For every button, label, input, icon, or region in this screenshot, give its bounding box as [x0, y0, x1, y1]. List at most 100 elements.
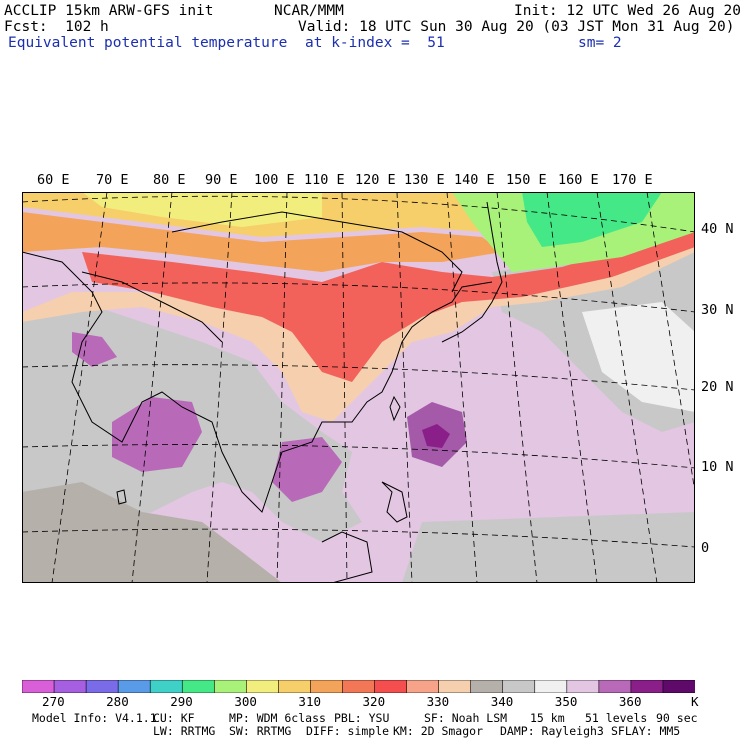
colorbar-swatch: [598, 680, 632, 693]
colorbar-swatch: [470, 680, 504, 693]
colorbar-swatch: [662, 680, 695, 693]
light-gray-region: [582, 302, 695, 412]
lon-line-100e: [276, 192, 288, 583]
coastline-sri-lanka: [116, 489, 127, 505]
colorbar-tick-label: 330: [426, 694, 450, 709]
footer-timestep: 90 sec: [656, 711, 698, 725]
footer-lw: LW: RRTMG: [153, 724, 216, 738]
colorbar-swatch: [630, 680, 664, 693]
lon-line-90e: [206, 192, 233, 583]
lat-line-30n: [22, 282, 695, 313]
lat-label-30n: 30 N: [701, 302, 734, 318]
colorbar-swatch: [117, 680, 151, 693]
orange-band: [22, 212, 502, 272]
lon-label-60e: 60 E: [37, 172, 70, 188]
coastline-taiwan: [389, 395, 401, 422]
lon-line-130e: [446, 192, 478, 583]
organization-label: NCAR/MMM: [274, 3, 344, 19]
footer-resolution: 15 km: [530, 711, 565, 725]
gray-ocean-southwest: [22, 482, 282, 583]
lat-label-0: 0: [701, 540, 710, 556]
colorbar-tick-label: 360: [618, 694, 642, 709]
coastline-asia: [22, 251, 493, 513]
lon-label-90e: 90 E: [205, 172, 238, 188]
red-band: [82, 227, 695, 382]
footer-km: KM: 2D Smagor: [393, 724, 484, 738]
lon-label-80e: 80 E: [153, 172, 186, 188]
lon-line-150e: [546, 192, 598, 583]
graticule: [22, 192, 695, 583]
colorbar: [22, 680, 695, 693]
footer-model-info: Model Info: V4.1.1: [32, 711, 157, 725]
colorbar-swatch: [22, 680, 55, 693]
lon-label-150e: 150 E: [506, 172, 547, 188]
footer-levels: 51 levels: [585, 711, 648, 725]
footer-sf: SF: Noah LSM: [424, 711, 508, 725]
lon-line-140e: [496, 192, 538, 583]
colorbar-tick-label: 280: [106, 694, 129, 709]
lon-line-160e: [596, 192, 658, 583]
border-china: [171, 211, 463, 293]
lon-line-120e: [396, 192, 413, 583]
coastline-borneo: [321, 531, 373, 583]
colorbar-swatch: [53, 680, 87, 693]
lon-line-70e: [51, 192, 108, 583]
bright-green-pacific: [522, 192, 662, 247]
init-time: Init: 12 UTC Wed 26 Aug 20: [514, 3, 740, 19]
colorbar-tick-label: 270: [42, 694, 65, 709]
footer-cu: CU: KF: [153, 711, 195, 725]
colorbar-swatch: [85, 680, 119, 693]
theta-e-map: [22, 192, 695, 583]
lat-label-40n: 40 N: [701, 221, 734, 237]
colorbar-tick-label: 310: [298, 694, 321, 709]
colorbar-tick-label: 320: [362, 694, 386, 709]
footer-diff: DIFF: simple: [306, 724, 390, 738]
map-frame: [22, 192, 695, 583]
lon-label-70e: 70 E: [96, 172, 129, 188]
colorbar-swatch: [566, 680, 600, 693]
footer-sflay: SFLAY: MM5: [611, 724, 681, 738]
colorbar-unit: K: [691, 694, 699, 709]
gray-south-pacific: [402, 512, 695, 583]
lon-label-130e: 130 E: [404, 172, 445, 188]
colorbar-swatch: [246, 680, 280, 693]
lat-line-10n: [22, 444, 695, 469]
forecast-hour: Fcst: 102 h: [4, 19, 109, 35]
colorbar-swatch: [149, 680, 184, 693]
purple-bay-of-bengal: [112, 397, 202, 472]
level-label: at k-index = 51: [305, 35, 445, 51]
coastline-japan: [441, 201, 503, 343]
colorbar-swatch: [342, 680, 376, 693]
colorbar-swatch: [213, 680, 248, 693]
lon-label-160e: 160 E: [558, 172, 599, 188]
footer-sw: SW: RRTMG: [229, 724, 292, 738]
colorbar-swatch: [310, 680, 344, 693]
purple-south-china-sea: [272, 437, 342, 502]
coastline-philippines: [381, 481, 408, 523]
colorbar-tick-label: 290: [170, 694, 193, 709]
lat-label-10n: 10 N: [701, 459, 734, 475]
colorbar-tick-label: 300: [234, 694, 257, 709]
lat-label-20n: 20 N: [701, 379, 734, 395]
colorbar-tick-label: 340: [490, 694, 514, 709]
lon-label-100e: 100 E: [254, 172, 295, 188]
lon-label-140e: 140 E: [454, 172, 495, 188]
colorbar-swatch: [502, 680, 536, 693]
colorbar-swatch: [278, 680, 312, 693]
footer-mp: MP: WDM 6class: [229, 711, 326, 725]
valid-time: Valid: 18 UTC Sun 30 Aug 20 (03 JST Mon …: [298, 19, 735, 35]
field-name: Equivalent potential temperature: [8, 35, 288, 51]
footer-pbl: PBL: YSU: [334, 711, 390, 725]
lat-line-20n: [22, 364, 695, 391]
yellow-band: [82, 192, 322, 227]
colorbar-swatch: [438, 680, 472, 693]
lat-line-0: [22, 528, 695, 548]
lon-label-120e: 120 E: [355, 172, 396, 188]
colorbar-swatch: [181, 680, 216, 693]
lon-line-170e: [646, 192, 695, 493]
smoothing-label: sm= 2: [578, 35, 622, 51]
footer-damp: DAMP: Rayleigh3: [500, 724, 604, 738]
colorbar-swatch: [406, 680, 440, 693]
lon-line-80e: [131, 192, 173, 583]
colorbar-swatch: [374, 680, 408, 693]
